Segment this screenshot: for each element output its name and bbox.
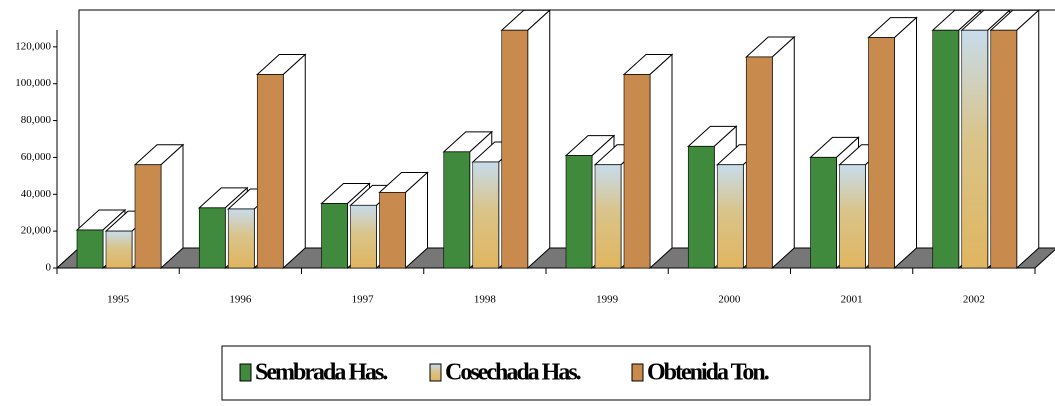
x-tick-label: 1998 (474, 294, 497, 306)
bar (444, 152, 470, 268)
bar (380, 192, 406, 268)
legend-label: Obtenida Ton. (647, 360, 769, 386)
bar (566, 156, 592, 268)
y-tick-label: 60,000 (21, 151, 52, 163)
y-tick-label: 0 (46, 262, 52, 274)
y-tick-label: 20,000 (21, 225, 52, 237)
legend-label: Sembrada Has. (255, 360, 387, 386)
legend-swatch (240, 364, 251, 381)
bar (473, 162, 499, 268)
legend-swatch (632, 364, 643, 381)
y-tick-label: 40,000 (21, 188, 52, 200)
bar (688, 146, 714, 268)
x-tick-label: 2002 (963, 294, 985, 306)
x-tick-label: 2001 (841, 294, 863, 306)
legend-label: Cosechada Has. (445, 360, 581, 386)
bar-side (895, 18, 917, 268)
bar (135, 165, 161, 268)
bar (811, 157, 837, 268)
bar-side (283, 55, 305, 269)
bar (933, 30, 959, 268)
legend-swatch (430, 364, 441, 381)
x-tick-label: 1995 (107, 294, 130, 306)
bar (351, 205, 377, 268)
bar (991, 30, 1017, 268)
bar (624, 75, 650, 269)
bar (869, 38, 895, 268)
bar (322, 204, 348, 269)
x-tick-label: 1997 (352, 294, 375, 306)
bar (106, 231, 132, 268)
bar-side (161, 145, 183, 268)
y-tick-label: 120,000 (15, 40, 51, 52)
chart: 0 20,000 40,000 60,000 80,000 100,000 120,000 1… (0, 0, 1055, 406)
bar-side (1017, 10, 1039, 268)
bar (717, 165, 743, 268)
y-tick-label: 80,000 (21, 114, 52, 126)
bar (502, 30, 528, 268)
y-tick-label: 100,000 (15, 77, 51, 89)
x-tick-label: 2000 (718, 294, 741, 306)
bar-side (772, 37, 794, 268)
bar-side (650, 55, 672, 269)
x-tick-label: 1996 (229, 294, 252, 306)
bar (595, 165, 621, 268)
bar (840, 165, 866, 268)
bar (962, 30, 988, 268)
bar (746, 57, 772, 268)
bar (199, 208, 225, 268)
x-tick-label: 1999 (596, 294, 619, 306)
bar (257, 75, 283, 269)
bar-side (528, 10, 550, 268)
bar (228, 209, 254, 268)
bar (77, 230, 103, 268)
